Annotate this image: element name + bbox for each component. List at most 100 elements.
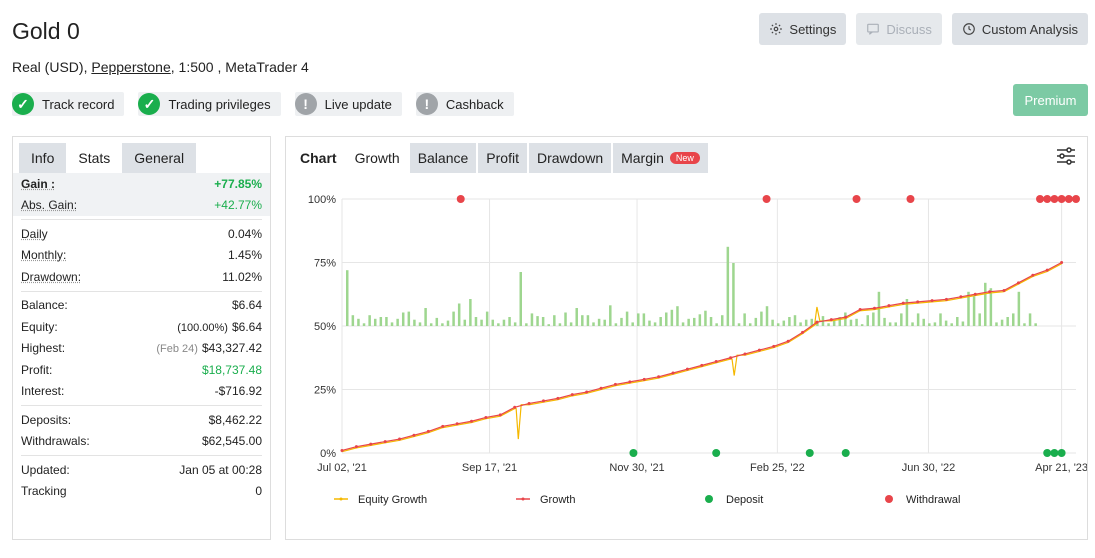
withdrawal-marker [1057, 195, 1066, 203]
volume-bar [491, 319, 495, 326]
badge-label: Track record [42, 96, 115, 112]
growth-point [340, 448, 344, 452]
stat-withdrawals: Withdrawals: $62,545.00 [21, 434, 262, 449]
volume-bar [620, 317, 623, 326]
discuss-label: Discuss [886, 21, 932, 37]
premium-button[interactable]: Premium [1013, 84, 1088, 116]
tab-info[interactable]: Info [19, 143, 67, 173]
volume-bar [541, 317, 545, 326]
deposit-marker [1050, 449, 1059, 457]
growth-point [613, 382, 617, 386]
badge-track-record[interactable]: ✓ Track record [12, 92, 125, 116]
volume-bar [485, 311, 489, 326]
growth-line [341, 261, 1062, 452]
stats-tabs: Info Stats General [13, 137, 270, 173]
volume-bar [418, 322, 422, 326]
volume-bar [351, 315, 355, 326]
volume-bar [827, 323, 830, 326]
growth-point [757, 348, 761, 352]
filter-sliders-icon[interactable] [1055, 145, 1077, 167]
volume-bar [1000, 319, 1004, 326]
tab-chart[interactable]: Chart [292, 143, 345, 173]
volume-bar [357, 318, 360, 326]
tab-balance[interactable]: Balance [409, 143, 477, 173]
volume-bar [989, 288, 993, 326]
growth-point [527, 401, 531, 405]
x-tick-label: Jun 30, '22 [902, 462, 955, 474]
volume-bar [536, 316, 539, 326]
badge-label: Cashback [445, 96, 504, 112]
volume-bar [922, 318, 925, 326]
volume-bar [519, 272, 522, 326]
growth-point [988, 290, 992, 294]
status-badges: ✓ Track record ✓ Trading privileges ! Live … [12, 92, 514, 116]
y-tick-label: 75% [314, 258, 336, 270]
volume-bar [748, 323, 752, 326]
volume-bar [911, 322, 914, 326]
growth-point [901, 301, 905, 305]
volume-bar [508, 317, 511, 326]
volume-bar [480, 319, 483, 326]
badge-live-update[interactable]: ! Live update [294, 92, 402, 116]
legend-swatch-dot [521, 497, 525, 501]
growth-point [685, 367, 689, 371]
tab-profit[interactable]: Profit [478, 143, 527, 173]
custom-analysis-button[interactable]: Custom Analysis [951, 13, 1088, 45]
stat-interest: Interest: -$716.92 [21, 384, 262, 399]
stat-highest: Highest: (Feb 24) $43,327.42 [21, 341, 262, 356]
growth-point [801, 330, 805, 334]
badge-label: Trading privileges [168, 96, 271, 112]
growth-point [585, 390, 589, 394]
volume-bar [379, 317, 383, 326]
growth-point [844, 315, 848, 319]
tab-drawdown[interactable]: Drawdown [528, 143, 612, 173]
divider [21, 219, 262, 220]
stat-equity: Equity: (100.00%) $6.64 [21, 319, 262, 334]
volume-bar [900, 313, 903, 326]
volume-bar [407, 311, 411, 326]
legend-label: Growth [540, 494, 575, 506]
stat-balance: Balance: $6.64 [21, 298, 262, 313]
growth-point [959, 295, 963, 299]
volume-bar [1023, 323, 1026, 326]
growth-point [470, 419, 474, 423]
growth-point [455, 422, 459, 426]
volume-bar [754, 317, 758, 326]
tab-stats[interactable]: Stats [66, 143, 123, 173]
growth-point [570, 393, 574, 397]
volume-bar [653, 322, 657, 326]
withdrawal-marker [906, 195, 915, 203]
volume-bar [939, 313, 942, 326]
volume-bar [984, 282, 987, 326]
growth-point [369, 442, 373, 446]
volume-bar [709, 317, 713, 326]
broker-link[interactable]: Pepperstone [91, 59, 171, 75]
growth-point [916, 300, 920, 304]
y-tick-label: 50% [314, 321, 336, 333]
volume-bar [894, 322, 897, 326]
stat-daily: Daily 0.04% [21, 226, 262, 241]
legend-label: Withdrawal [906, 494, 960, 506]
tab-margin[interactable]: Margin New [613, 143, 708, 173]
chat-icon [867, 23, 880, 35]
badge-cashback[interactable]: ! Cashback [415, 92, 514, 116]
volume-bar [888, 322, 892, 326]
tab-growth[interactable]: Growth [346, 143, 408, 173]
growth-point [642, 377, 646, 381]
stat-deposits: Deposits: $8,462.22 [21, 412, 262, 427]
badge-trading-privileges[interactable]: ✓ Trading privileges [138, 92, 281, 116]
discuss-button[interactable]: Discuss [856, 13, 942, 45]
tab-general[interactable]: General [122, 143, 197, 173]
volume-bar [558, 323, 562, 326]
check-icon: ✓ [12, 93, 34, 115]
volume-bar [659, 317, 662, 326]
x-tick-label: Jul 02, '21 [317, 462, 367, 474]
volume-bar [396, 318, 399, 326]
legend-swatch [705, 495, 713, 503]
legend-label: Deposit [726, 494, 763, 506]
volume-bar [726, 246, 730, 326]
volume-bar [497, 323, 500, 326]
settings-button[interactable]: Settings [759, 13, 847, 45]
volume-bar [424, 308, 427, 326]
volume-bar [525, 323, 528, 326]
